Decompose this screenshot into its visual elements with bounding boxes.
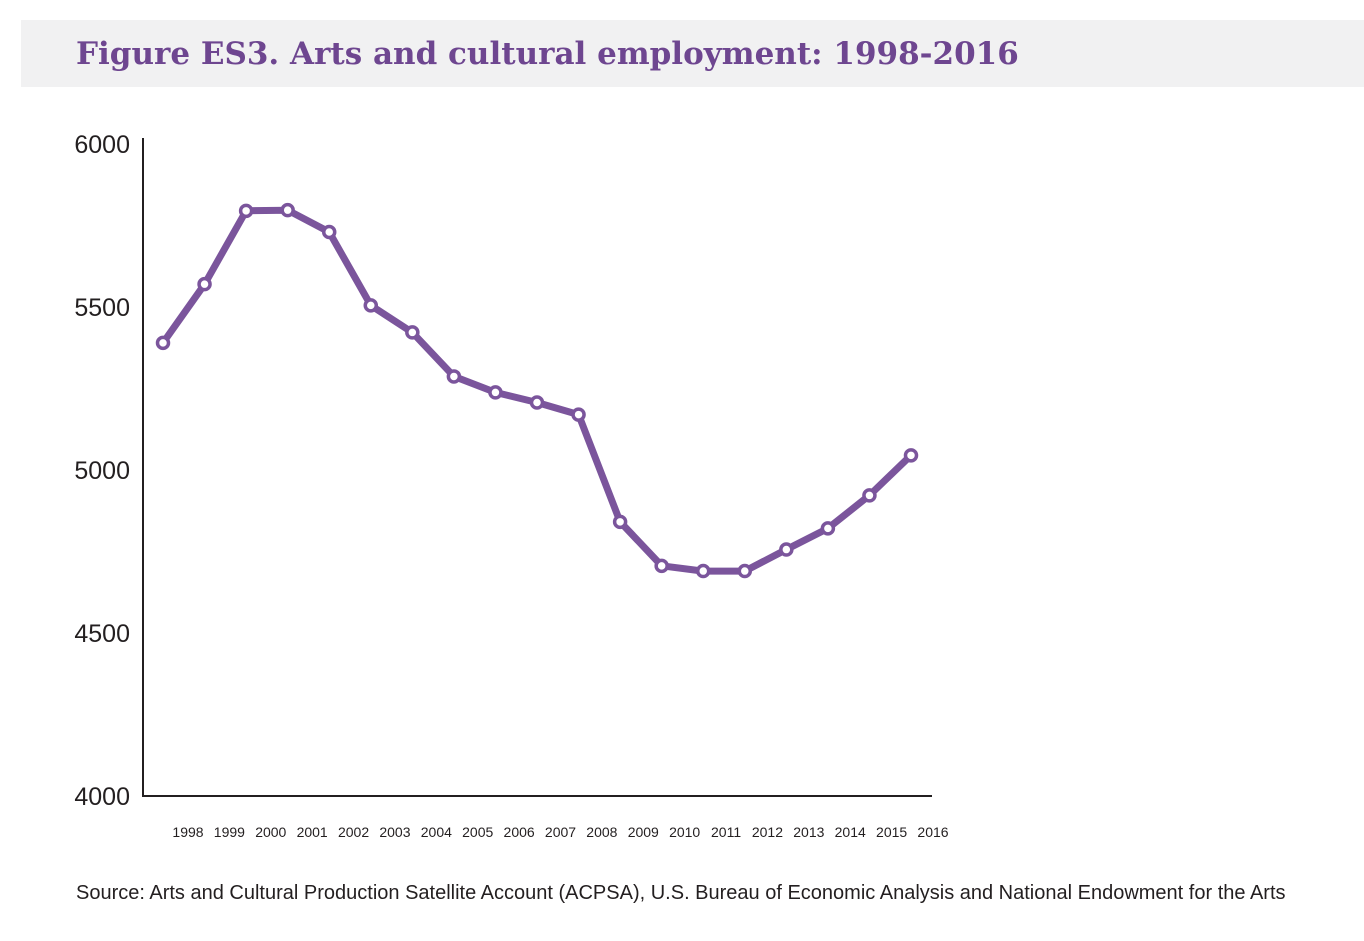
x-tick-label: 2002 (338, 824, 369, 840)
data-point: 2008: 5170 (571, 407, 586, 422)
x-tick-label: 1998 (172, 824, 203, 840)
data-point: 2004: 5422 (405, 325, 420, 340)
data-point: 2002: 5730 (321, 224, 337, 240)
data-point: 2001: 5797 (280, 202, 295, 218)
x-tick-label: 2003 (379, 824, 410, 840)
data-point: 2003: 5505 (363, 298, 379, 313)
series-line (159, 206, 915, 575)
data-point: 2000: 5795 (238, 203, 254, 219)
data-point: 2005: 5287 (446, 369, 462, 384)
title-banner: Figure ES3. Arts and cultural employment… (21, 20, 1364, 87)
data-point: 2009: 4841 (612, 514, 628, 530)
data-point: 2012: 4690 (737, 563, 753, 579)
x-tick-label: 2013 (793, 824, 824, 840)
x-tick-label: 2012 (752, 824, 783, 840)
data-point: 2013: 4756 (779, 542, 794, 557)
x-tick-label: 2009 (628, 824, 659, 840)
data-point: 2007: 5207 (529, 395, 545, 410)
x-tick-label: 2010 (669, 824, 700, 840)
x-tick-label: 2006 (504, 824, 535, 840)
y-tick-label: 5000 (74, 457, 130, 485)
x-tick-label: 2016 (917, 824, 948, 840)
y-tick-label: 4000 (74, 783, 130, 811)
figure-title: Figure ES3. Arts and cultural employment… (76, 36, 1019, 72)
data-point: 2010: 4706 (654, 558, 669, 574)
x-tick-label: 2005 (462, 824, 493, 840)
x-tick-label: 2004 (421, 824, 452, 840)
x-tick-label: 2008 (586, 824, 617, 840)
data-point: 2006: 5238 (488, 385, 503, 400)
data-point: 1999: 5570 (197, 276, 212, 292)
y-tick-label: 4500 (74, 620, 130, 648)
x-tick-label: 2007 (545, 824, 576, 840)
data-point: 2016: 5045 (903, 448, 919, 463)
x-tick-label: 2000 (255, 824, 286, 840)
y-tick-label: 5500 (74, 294, 130, 322)
x-tick-label: 2015 (876, 824, 907, 840)
data-point: 2015: 4922 (862, 488, 877, 503)
x-tick-label: 1999 (214, 824, 245, 840)
data-point: 2011: 4690 (695, 563, 711, 579)
source-note: Source: Arts and Cultural Production Sat… (76, 882, 1286, 904)
x-tick-label: 2001 (297, 824, 328, 840)
x-tick-label: 2014 (835, 824, 866, 840)
x-tick-label: 2011 (711, 824, 741, 840)
y-tick-label: 6000 (74, 131, 130, 159)
data-point: 2014: 4821 (820, 521, 836, 536)
data-point: 1998: 5390 (155, 335, 171, 351)
